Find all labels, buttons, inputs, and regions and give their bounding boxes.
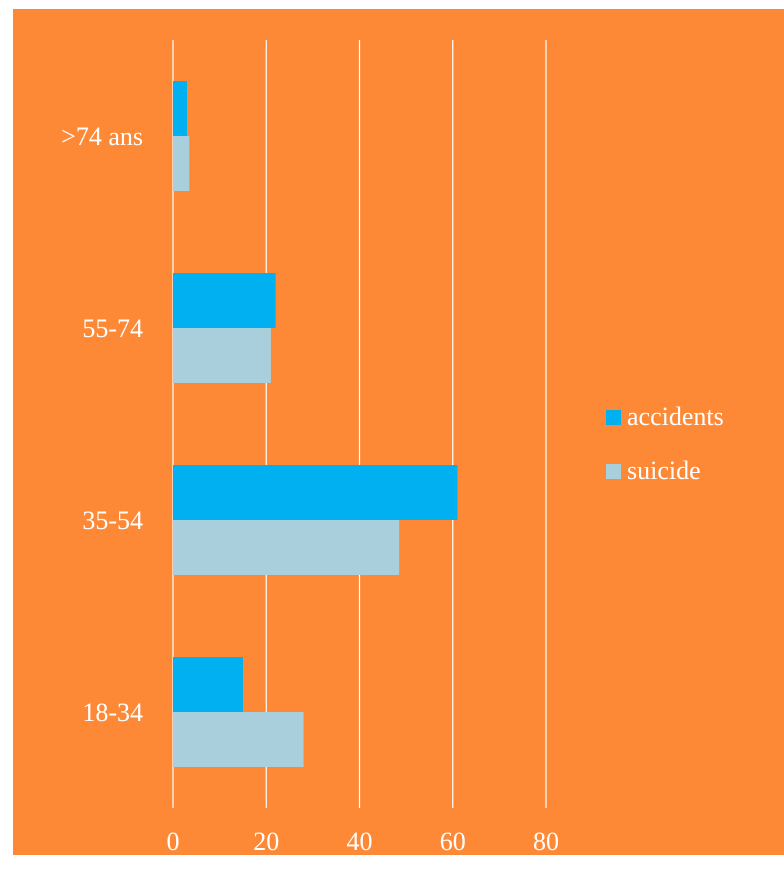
legend-label-accidents: accidents [627,402,724,431]
bars [173,81,458,767]
x-tick-label-0: 0 [167,827,180,856]
bar-accidents-0 [173,81,187,136]
chart-background [13,9,784,855]
bar-suicide-3 [173,712,304,767]
category-label-1: 55-74 [82,314,143,343]
x-tick-label-4: 80 [533,827,559,856]
bar-accidents-3 [173,657,243,712]
legend-swatch-suicide [606,464,621,479]
bar-accidents-2 [173,465,458,520]
x-tick-labels: 0 20 40 60 80 [167,827,560,856]
category-labels: >74 ans 55-74 35-54 18-34 [61,122,143,727]
bar-suicide-0 [173,136,190,191]
category-label-0: >74 ans [61,122,143,151]
legend: accidents suicide [606,402,724,485]
bar-suicide-1 [173,328,271,383]
category-label-2: 35-54 [82,506,143,535]
legend-swatch-accidents [606,410,621,425]
bar-suicide-2 [173,520,400,575]
bar-accidents-1 [173,273,276,328]
x-tick-label-3: 60 [440,827,466,856]
legend-label-suicide: suicide [627,456,701,485]
x-tick-label-2: 40 [347,827,373,856]
x-tick-label-1: 20 [253,827,279,856]
category-label-3: 18-34 [82,698,143,727]
